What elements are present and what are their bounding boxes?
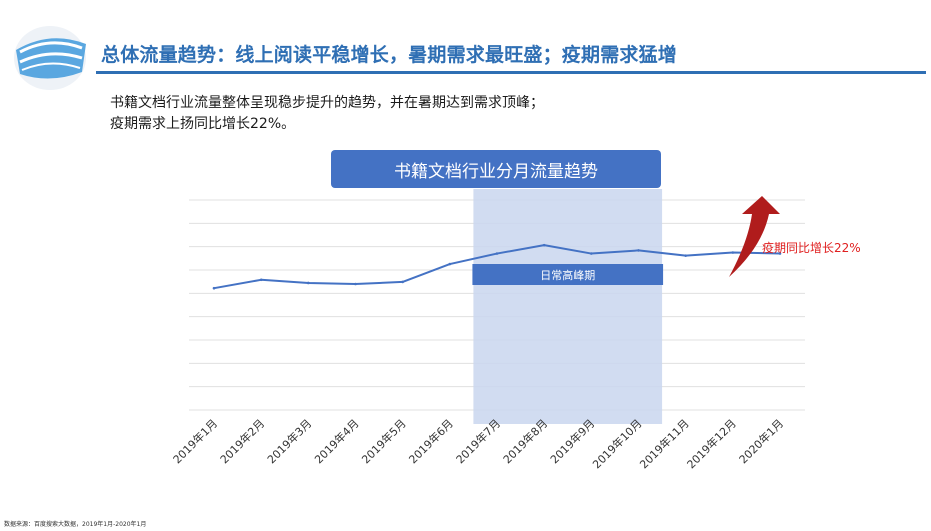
x-tick-labels: 2019年1月2019年2月2019年3月2019年4月2019年5月2019年…: [170, 416, 786, 471]
data-point: [401, 280, 404, 284]
x-tick-label: 2020年1月: [736, 416, 786, 466]
x-tick-label: 2019年5月: [359, 416, 409, 466]
data-point: [637, 249, 640, 252]
x-tick-label: 2019年11月: [637, 416, 692, 471]
data-point: [778, 252, 782, 255]
x-tick-label: 2019年12月: [684, 416, 739, 471]
peak-period-label-box: [472, 264, 664, 285]
x-tick-label: 2019年6月: [406, 416, 456, 466]
data-point: [495, 252, 499, 255]
data-point: [354, 282, 357, 286]
peak-period-band: [473, 189, 663, 424]
growth-arrow-icon: [729, 196, 780, 277]
data-point: [684, 254, 687, 257]
peak-period-label: 日常高峰期: [540, 268, 595, 282]
mask-logo-icon: [14, 26, 86, 90]
data-point: [259, 278, 263, 282]
chart-title-banner: 书籍文档行业分月流量趋势: [331, 150, 661, 188]
x-tick-label: 2019年4月: [311, 416, 361, 466]
growth-annotation: 疫期同比增长22%: [762, 240, 861, 255]
chart-title: 书籍文档行业分月流量趋势: [394, 161, 598, 182]
source-note: 数据来源：百度搜索大数据，2019年1月-2020年1月: [4, 521, 147, 528]
x-tick-label: 2019年1月: [170, 416, 220, 466]
x-tick-label: 2019年10月: [589, 416, 644, 471]
x-tick-label: 2019年3月: [264, 416, 314, 466]
summary-line-1: 书籍文档行业流量整体呈现稳步提升的趋势，并在暑期达到需求顶峰；: [110, 95, 544, 111]
line-chart: 日常高峰期 2019年1月2019年2月2019年3月2019年4月2019年5…: [170, 189, 861, 471]
data-point: [731, 251, 735, 254]
series-line-group: [212, 243, 782, 290]
summary-line-2: 疫期需求上扬同比增长22%。: [110, 116, 296, 132]
data-point: [448, 262, 452, 266]
summary-text: 书籍文档行业流量整体呈现稳步提升的趋势，并在暑期达到需求顶峰； 疫期需求上扬同比…: [110, 93, 544, 135]
peak-period-band-group: 日常高峰期: [472, 189, 664, 424]
data-point: [212, 286, 216, 290]
x-tick-label: 2019年2月: [217, 416, 267, 466]
title-divider: [96, 71, 926, 74]
page-title: 总体流量趋势：线上阅读平稳增长，暑期需求最旺盛；疫期需求猛增: [101, 44, 678, 66]
annotation-group: 疫期同比增长22%: [729, 196, 861, 277]
data-point: [590, 252, 593, 255]
data-point: [542, 243, 546, 247]
data-point: [307, 281, 310, 285]
